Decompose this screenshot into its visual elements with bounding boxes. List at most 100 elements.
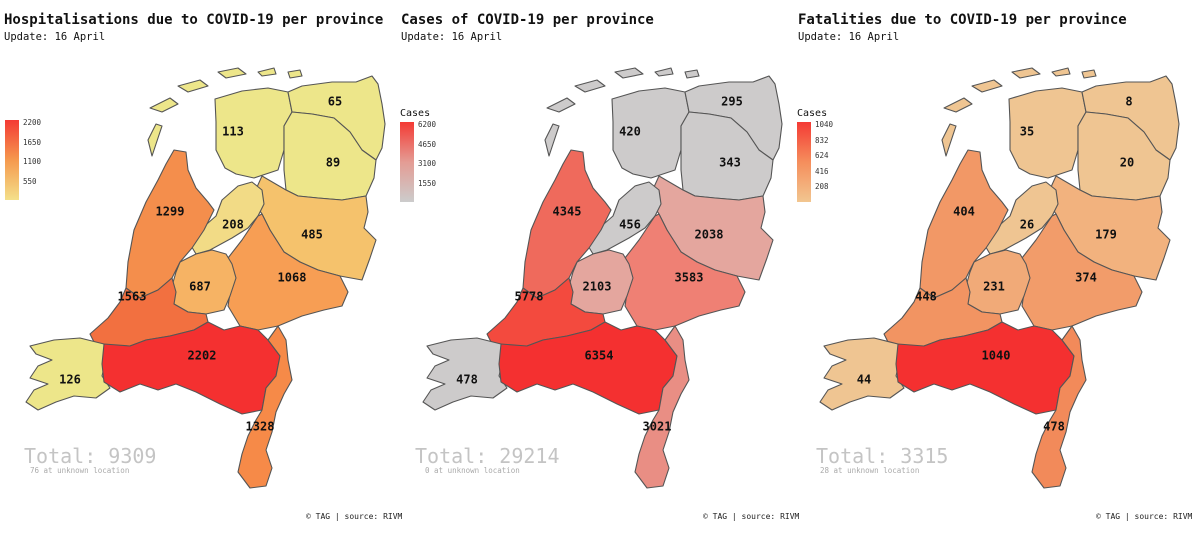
wadden-island (217, 67, 247, 79)
province-friesland (214, 87, 293, 179)
legend-gradient (5, 120, 19, 200)
wadden-island (287, 69, 303, 79)
wadden-island (1011, 67, 1041, 79)
province-value-zeeland: 44 (857, 373, 871, 387)
legend-gradient (400, 122, 414, 202)
wadden-island (654, 67, 674, 77)
color-legend: Cases 6200 4650 3100 1550 (400, 108, 460, 208)
province-value-nbrabant: 1040 (982, 349, 1011, 363)
wadden-island (177, 79, 209, 93)
province-value-utrecht: 231 (983, 280, 1005, 294)
province-value-overijssel: 2038 (695, 228, 724, 242)
province-value-nholland: 404 (953, 205, 975, 219)
province-value-nbrabant: 6354 (585, 349, 614, 363)
province-map: 35 8 20 179 26 374 231 404 448 44 1040 478 (819, 67, 1180, 489)
province-value-nbrabant: 2202 (188, 349, 217, 363)
legend-tick-label: 4650 (418, 139, 437, 149)
hospitalisations-panel: Hospitalisations due to COVID-19 per pro… (0, 0, 402, 533)
legend-tick-label: 1550 (418, 178, 437, 188)
province-value-zeeland: 126 (59, 373, 81, 387)
province-value-nholland: 4345 (553, 205, 582, 219)
legend-title: Cases (400, 108, 431, 119)
province-value-gelderland: 374 (1075, 271, 1097, 285)
panel-title: Cases of COVID-19 per province (401, 12, 654, 28)
province-value-flevoland: 456 (619, 218, 641, 232)
source-credit: © TAG | source: RIVM (306, 512, 403, 521)
legend-tick-label: 6200 (418, 120, 437, 129)
unknown-location-note: 0 at unknown location (425, 466, 520, 475)
wadden-island (971, 79, 1003, 93)
panel-title: Fatalities due to COVID-19 per province (798, 12, 1127, 28)
wadden-island (941, 123, 957, 157)
unknown-location-note: 28 at unknown location (820, 466, 920, 475)
province-value-friesland: 113 (222, 125, 244, 139)
province-value-overijssel: 179 (1095, 228, 1117, 242)
province-flevoland (983, 181, 1059, 255)
wadden-island (147, 123, 163, 157)
province-value-utrecht: 687 (189, 280, 211, 294)
color-legend: 2200 1650 1100 550 (5, 106, 65, 206)
total-count: Total: 3315 (816, 444, 949, 468)
province-value-limburg: 3021 (643, 420, 672, 434)
province-value-groningen: 8 (1125, 95, 1132, 109)
legend-tick-label: 2200 (23, 118, 42, 127)
province-value-drenthe: 89 (326, 156, 340, 170)
panel-update-date: Update: 16 April (401, 31, 503, 43)
province-value-drenthe: 20 (1120, 156, 1134, 170)
province-friesland (1008, 87, 1087, 179)
wadden-island (149, 97, 179, 113)
province-value-groningen: 295 (721, 95, 743, 109)
legend-tick-label: 1040 (815, 120, 834, 129)
province-limburg (237, 325, 293, 489)
source-credit: © TAG | source: RIVM (703, 512, 800, 521)
legend-tick-label: 3100 (418, 159, 437, 168)
wadden-island (1051, 67, 1071, 77)
province-value-limburg: 1328 (246, 420, 275, 434)
legend-title: Cases (797, 108, 828, 119)
province-friesland (611, 87, 690, 179)
province-flevoland (189, 181, 265, 255)
wadden-island (684, 69, 700, 79)
total-count: Total: 9309 (24, 444, 157, 468)
province-value-zeeland: 478 (456, 373, 478, 387)
panel-update-date: Update: 16 April (4, 31, 106, 43)
total-count: Total: 29214 (415, 444, 560, 468)
province-flevoland (586, 181, 662, 255)
wadden-island (257, 67, 277, 77)
panel-update-date: Update: 16 April (798, 31, 900, 43)
legend-tick-label: 550 (23, 176, 37, 186)
province-value-friesland: 420 (619, 125, 641, 139)
legend-tick-label: 1650 (23, 137, 42, 147)
province-value-limburg: 478 (1043, 420, 1065, 434)
legend-gradient (797, 122, 811, 202)
legend-tick-label: 832 (815, 135, 829, 145)
wadden-island (614, 67, 644, 79)
fatalities-panel: Fatalities due to COVID-19 per province … (794, 0, 1192, 533)
wadden-island (546, 97, 576, 113)
province-value-gelderland: 3583 (675, 271, 704, 285)
province-limburg (634, 325, 690, 489)
province-value-friesland: 35 (1020, 125, 1034, 139)
unknown-location-note: 76 at unknown location (30, 466, 130, 475)
panel-title: Hospitalisations due to COVID-19 per pro… (4, 12, 384, 28)
province-value-nholland: 1299 (156, 205, 185, 219)
province-value-zholland: 448 (915, 290, 937, 304)
province-value-utrecht: 2103 (583, 280, 612, 294)
legend-tick-label: 1100 (23, 157, 42, 166)
province-value-zholland: 1563 (118, 290, 147, 304)
legend-tick-label: 624 (815, 151, 829, 161)
wadden-island (574, 79, 606, 93)
province-value-zholland: 5778 (515, 290, 544, 304)
legend-tick-label: 416 (815, 166, 829, 176)
province-value-drenthe: 343 (719, 156, 741, 170)
province-value-flevoland: 208 (222, 218, 244, 232)
province-map: 113 65 89 485 208 1068 687 1299 1563 126 2202 1328 (25, 67, 386, 489)
legend-tick-label: 208 (815, 182, 829, 192)
province-value-flevoland: 26 (1020, 218, 1034, 232)
wadden-island (544, 123, 560, 157)
province-limburg (1031, 325, 1087, 489)
color-legend: Cases 1040 832 624 416 208 (797, 108, 857, 208)
province-value-overijssel: 485 (301, 228, 323, 242)
cases-panel: Cases of COVID-19 per province Update: 1… (397, 0, 799, 533)
province-value-groningen: 65 (328, 95, 342, 109)
